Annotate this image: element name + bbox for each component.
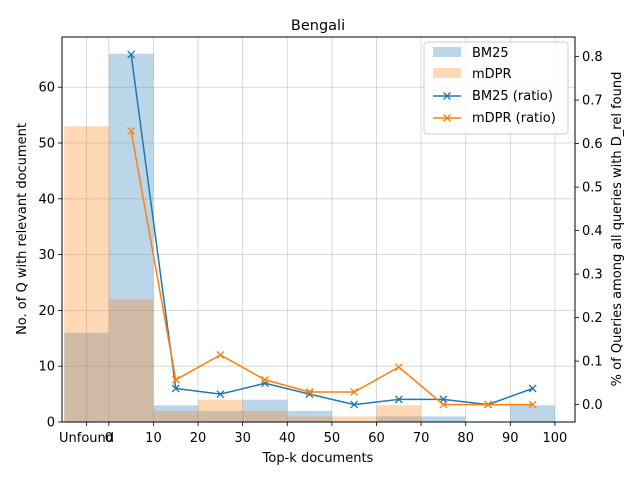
bar-bm25-90-100 — [510, 405, 555, 422]
legend-label-bm25-ratio: BM25 (ratio) — [472, 89, 553, 104]
bar-bm25-unfound — [64, 332, 109, 422]
marker-mdpr-ratio — [528, 400, 537, 409]
x-tick-label: 80 — [457, 431, 474, 446]
x-tick-label: 30 — [234, 431, 251, 446]
bar-mdpr-60-70 — [376, 405, 422, 422]
y-left-tick-label: 60 — [38, 81, 55, 96]
legend-label-bm25: BM25 — [472, 46, 509, 61]
legend: BM25 mDPR BM25 (ratio) mDPR (ratio) — [423, 41, 569, 135]
marker-bm25-ratio — [394, 395, 403, 404]
bar-mdpr-0-10 — [108, 299, 154, 422]
bar-bm25-0-10 — [108, 53, 154, 422]
chart-title: Bengali — [291, 18, 345, 34]
y-right-tick-label: 0.7 — [582, 94, 603, 109]
legend-swatch-bm25 — [433, 47, 461, 57]
x-tick-label: 90 — [502, 431, 519, 446]
marker-bm25-ratio — [171, 384, 180, 393]
x-tick-label: 40 — [279, 431, 296, 446]
y-left-tick-label: 20 — [38, 304, 55, 319]
marker-bm25-ratio — [216, 390, 225, 399]
y-right-tick-label: 0.6 — [582, 137, 603, 152]
marker-mdpr-ratio — [350, 388, 359, 396]
y-left-tick-label: 0 — [47, 416, 55, 431]
y-left-tick-label: 30 — [38, 248, 55, 263]
legend-label-mdpr-ratio: mDPR (ratio) — [472, 111, 556, 126]
bar-mdpr-30-40 — [242, 410, 288, 422]
marker-mdpr-ratio — [439, 400, 448, 409]
y-right-tick-label: 0.5 — [582, 181, 603, 196]
line-mdpr-ratio — [130, 130, 533, 406]
line-bm25-ratio — [130, 54, 533, 406]
y-right-tick-label: 0.2 — [582, 311, 603, 326]
bars — [64, 53, 555, 422]
marker-mdpr-ratio — [127, 127, 136, 135]
x-tick-label: 60 — [368, 431, 385, 446]
y-axis-left-ticks: 0 10 20 30 40 50 60 — [38, 81, 62, 431]
x-tick-label: 70 — [413, 431, 430, 446]
ratio-lines — [127, 50, 537, 409]
bar-bm25-20-30 — [198, 410, 243, 422]
y-right-tick-label: 0.8 — [582, 50, 603, 65]
x-axis-label: Top-k documents — [262, 451, 374, 466]
y-right-tick-label: 0.3 — [582, 268, 603, 283]
y-left-tick-label: 10 — [38, 360, 55, 375]
legend-marker-mdpr-ratio — [443, 114, 451, 122]
bar-bm25-40-50 — [287, 410, 332, 422]
bar-mdpr-unfound — [64, 126, 109, 422]
y-left-tick-label: 50 — [38, 137, 55, 152]
x-tick-label: 50 — [324, 431, 341, 446]
bar-mdpr-50-60 — [331, 416, 377, 422]
x-tick-label: 100 — [543, 431, 568, 446]
marker-mdpr-ratio — [394, 363, 403, 372]
legend-frame — [423, 41, 569, 135]
marker-bm25-ratio — [350, 400, 359, 409]
y-right-tick-label: 0.1 — [582, 355, 603, 370]
marker-mdpr-ratio — [171, 375, 180, 384]
y-right-tick-label: 0.4 — [582, 224, 603, 239]
y-axis-left-label: No. of Q with relevant document — [15, 123, 30, 335]
bar-bm25-30-40 — [242, 399, 288, 422]
bar-bm25-60-70 — [376, 416, 422, 422]
y-axis-right-ticks: 0.0 0.1 0.2 0.3 0.4 0.5 0.6 0.7 0.8 — [575, 50, 603, 413]
marker-mdpr-ratio — [261, 375, 269, 384]
bar-mdpr-40-50 — [287, 416, 332, 422]
x-tick-label: 20 — [190, 431, 207, 446]
legend-swatch-mdpr — [433, 68, 461, 78]
y-axis-right-label: % of Queries among all queries with D_re… — [610, 72, 625, 387]
marker-bm25-ratio — [528, 384, 537, 393]
marker-mdpr-ratio — [305, 388, 314, 396]
x-tick-label: 10 — [145, 431, 162, 446]
bar-mdpr-10-20 — [153, 410, 199, 422]
x-tick-label: Unfound — [59, 431, 114, 446]
plot-frame — [61, 36, 576, 423]
marker-mdpr-ratio — [216, 351, 225, 359]
legend-marker-bm25-ratio — [443, 92, 451, 100]
bar-mdpr-20-30 — [198, 399, 243, 422]
bar-bm25-10-20 — [153, 405, 199, 422]
y-right-tick-label: 0.0 — [582, 398, 603, 413]
marker-bm25-ratio — [127, 50, 136, 59]
x-tick-label: 0 — [105, 431, 113, 446]
marker-mdpr-ratio — [484, 400, 492, 409]
legend-label-mdpr: mDPR — [472, 67, 512, 82]
bar-bm25-70-80 — [421, 416, 466, 422]
y-left-tick-label: 40 — [38, 192, 55, 207]
